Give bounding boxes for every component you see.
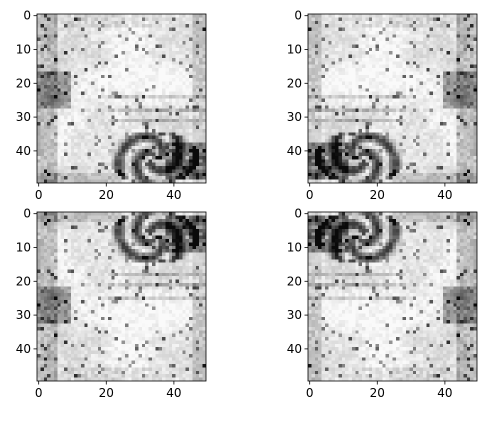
y-tick-label: 30 (287, 110, 302, 124)
heatmap-image (37, 212, 206, 381)
heatmap-image (308, 14, 477, 183)
heatmap-image (37, 14, 206, 183)
y-tick-label: 20 (287, 274, 302, 288)
y-tick-label: 40 (287, 144, 302, 158)
axes-frame (307, 211, 478, 382)
x-tick-label: 0 (306, 386, 314, 400)
x-tick-label: 0 (35, 386, 43, 400)
y-tick-label: 0 (294, 207, 302, 221)
x-tick-label: 40 (166, 386, 181, 400)
heatmap-image (308, 212, 477, 381)
panel-bottom-right: 0 20 40 0 10 20 30 40 (287, 207, 478, 400)
y-tick-label: 10 (287, 42, 302, 56)
x-tick-label: 20 (370, 386, 385, 400)
panel-bottom-left: 0 20 40 0 10 20 30 40 (16, 207, 207, 400)
x-tick-label: 40 (166, 188, 181, 202)
axes-frame (36, 211, 207, 382)
x-tick-label: 40 (437, 386, 452, 400)
y-tick-label: 10 (16, 240, 31, 254)
y-tick-label: 30 (16, 110, 31, 124)
y-tick-label: 20 (287, 76, 302, 90)
y-tick-label: 0 (23, 207, 31, 221)
x-tick-label: 0 (306, 188, 314, 202)
x-tick-label: 20 (99, 386, 114, 400)
panel-top-left: 0 20 40 0 10 20 30 40 (16, 9, 207, 202)
y-tick-label: 40 (287, 342, 302, 356)
panel-top-right: 0 20 40 0 10 20 30 40 (287, 9, 478, 202)
y-tick-label: 30 (16, 308, 31, 322)
y-tick-label: 20 (16, 76, 31, 90)
y-tick-label: 30 (287, 308, 302, 322)
y-tick-label: 20 (16, 274, 31, 288)
axes-frame (307, 13, 478, 184)
x-tick-label: 0 (35, 188, 43, 202)
y-tick-label: 0 (23, 9, 31, 23)
x-tick-label: 20 (99, 188, 114, 202)
y-tick-label: 0 (294, 9, 302, 23)
y-tick-label: 10 (16, 42, 31, 56)
x-tick-label: 40 (437, 188, 452, 202)
y-tick-label: 40 (16, 342, 31, 356)
x-tick-label: 20 (370, 188, 385, 202)
y-tick-label: 10 (287, 240, 302, 254)
y-tick-label: 40 (16, 144, 31, 158)
axes-frame (36, 13, 207, 184)
